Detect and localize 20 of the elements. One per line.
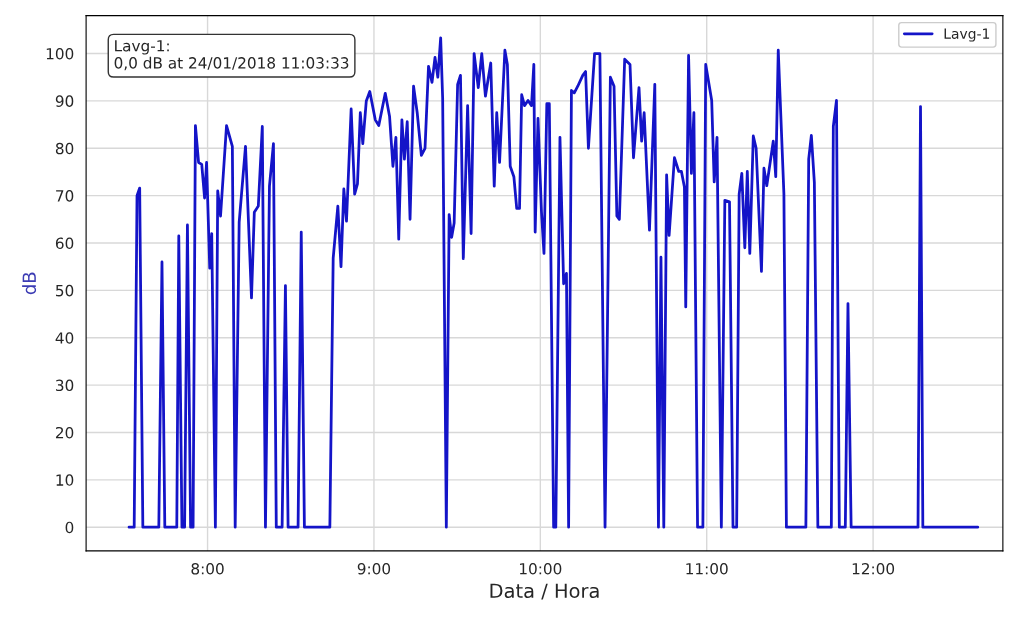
y-tick-label: 80: [55, 142, 74, 155]
y-tick-label: 60: [55, 237, 74, 250]
y-tick-label: 50: [56, 284, 74, 297]
y-tick-label: 0: [65, 521, 74, 534]
y-tick-label: 20: [55, 426, 74, 439]
y-tick-label: 10: [56, 474, 74, 486]
legend-label: Lavg-1: [944, 28, 990, 42]
y-tick-label: 70: [56, 190, 74, 202]
y-tick-label: 100: [46, 48, 74, 60]
x-tick-label: 10:00: [519, 562, 562, 575]
x-axis-title: Data / Hora: [490, 583, 599, 600]
y-tick-label: 30: [56, 379, 74, 392]
y-tick-label: 90: [55, 95, 74, 107]
y-tick-label: 40: [55, 332, 74, 344]
x-tick-label: 9:00: [357, 562, 391, 575]
annotation: Lavg-1: 0,0 dB at 24/01/2018 11:03:33: [114, 40, 349, 71]
x-tick-label: 11:00: [686, 562, 728, 575]
x-tick-label: 12:00: [852, 562, 895, 575]
y-axis-title: dB: [22, 272, 37, 295]
x-tick-label: 8:00: [191, 562, 224, 575]
